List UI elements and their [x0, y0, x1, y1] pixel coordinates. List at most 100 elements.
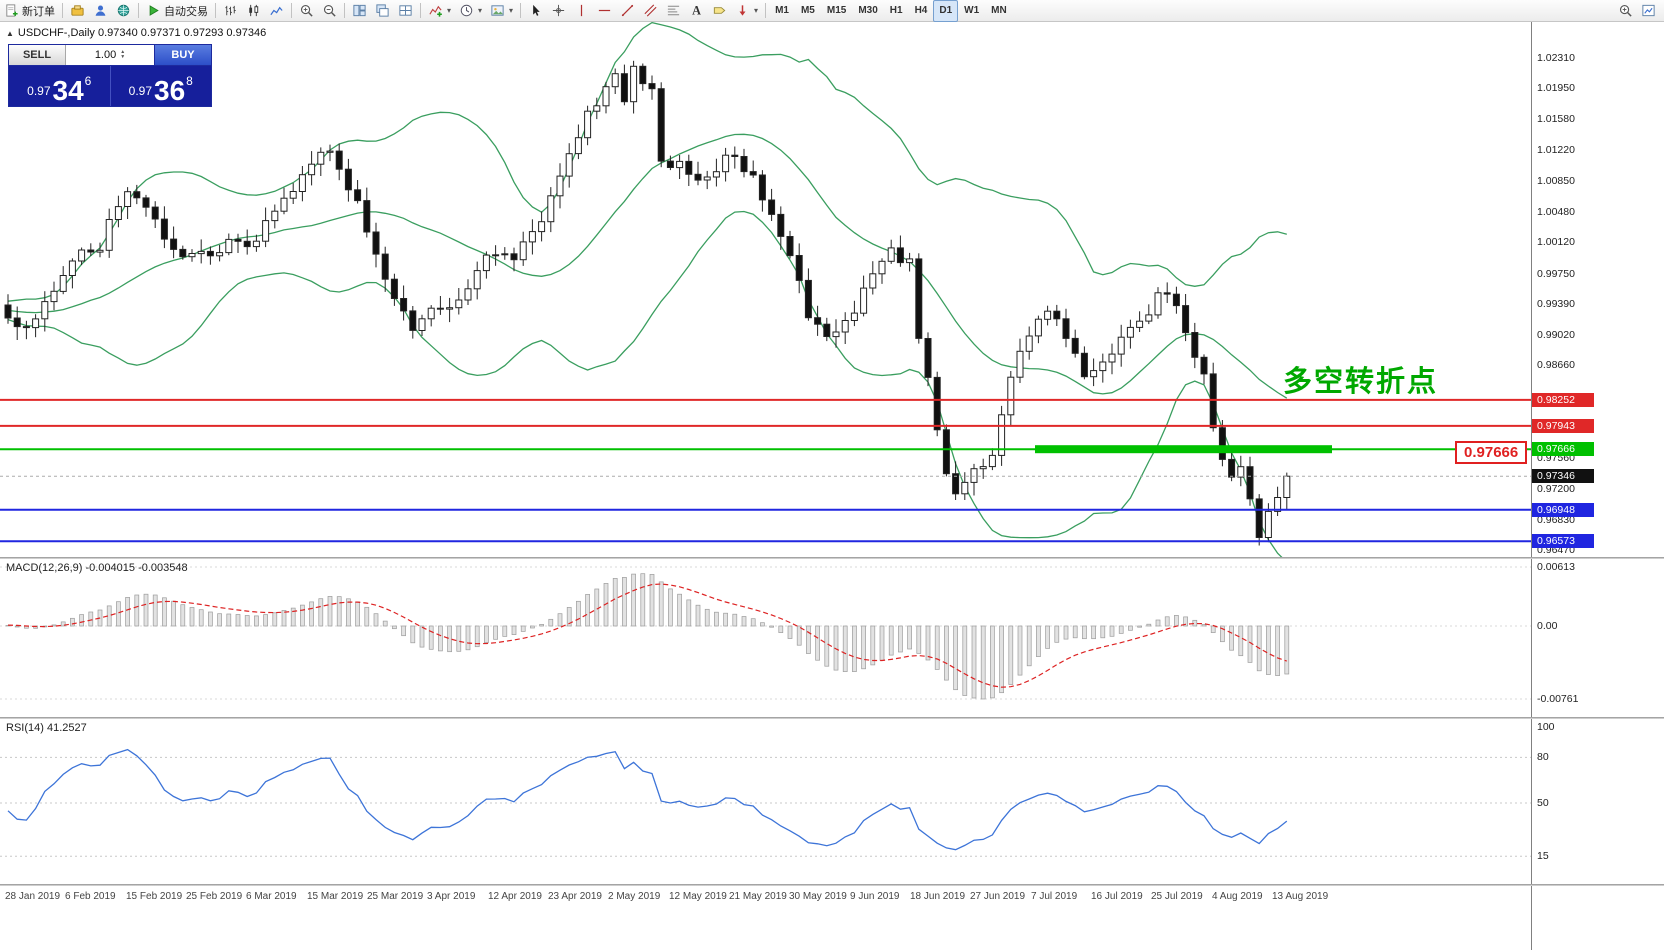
price-level-tag: 0.97666	[1455, 441, 1528, 464]
zoom-in-icon	[299, 3, 314, 18]
templates-button[interactable]: ▾	[486, 0, 517, 22]
horizontal-line-button[interactable]	[593, 0, 616, 22]
sell-price-button[interactable]: 0.97 34 6	[9, 66, 110, 106]
level-price-tag: 0.96573	[1532, 534, 1594, 548]
crosshair-button[interactable]	[547, 0, 570, 22]
dropdown-caret-icon: ▾	[447, 6, 452, 15]
buy-price-main: 36	[154, 75, 186, 107]
date-label: 15 Mar 2019	[307, 891, 364, 902]
main-chart-canvas[interactable]	[0, 22, 1531, 557]
collapse-icon[interactable]: ▲	[6, 28, 14, 38]
rsi-tick-label: 80	[1537, 751, 1549, 763]
svg-text:A: A	[692, 4, 701, 18]
spinner-down-icon[interactable]: ▼	[120, 54, 126, 60]
timeframe-m1-button[interactable]: M1	[769, 0, 795, 22]
timeframe-h4-button[interactable]: H4	[909, 0, 934, 22]
volume-input[interactable]: 1.00 ▲ ▼	[66, 45, 154, 65]
trade-panel-header: SELL 1.00 ▲ ▼ BUY	[9, 45, 211, 66]
date-label: 6 Mar 2019	[246, 891, 297, 902]
arrows-button[interactable]: ▾	[731, 0, 762, 22]
sell-button[interactable]: SELL	[9, 45, 66, 65]
macd-indicator-canvas[interactable]	[0, 559, 1531, 717]
price-tick-label: 1.00850	[1537, 175, 1575, 187]
price-tick-label: 0.99020	[1537, 329, 1575, 341]
label-icon	[712, 3, 727, 18]
label-button[interactable]	[708, 0, 731, 22]
price-tick-label: 0.97200	[1537, 483, 1575, 495]
chart-annotation-text: 多空转折点	[1283, 366, 1439, 398]
ohlc-text: USDCHF-,Daily 0.97340 0.97371 0.97293 0.…	[17, 27, 267, 39]
date-label: 7 Jul 2019	[1031, 891, 1078, 902]
panel-separator[interactable]	[0, 557, 1664, 559]
cursor-button[interactable]	[524, 0, 547, 22]
date-label: 25 Mar 2019	[367, 891, 424, 902]
volume-spinner[interactable]: ▲ ▼	[120, 50, 125, 60]
one-click-trading-panel: SELL 1.00 ▲ ▼ BUY 0.97 34 6 0.97 36 8	[8, 44, 212, 107]
timeframe-m15-button[interactable]: M15	[821, 0, 852, 22]
line-chart-button[interactable]	[265, 0, 288, 22]
date-label: 25 Feb 2019	[186, 891, 243, 902]
candle-icon	[246, 3, 261, 18]
new-order-button[interactable]: 新订单	[0, 0, 59, 22]
search-button[interactable]	[1614, 0, 1637, 22]
indicators-icon	[428, 3, 443, 18]
cascade-windows-button[interactable]	[371, 0, 394, 22]
rsi-indicator-canvas[interactable]	[0, 719, 1531, 884]
fibo-icon	[666, 3, 681, 18]
timeframe-d1-button[interactable]: D1	[933, 0, 959, 22]
timeframe-m30-button[interactable]: M30	[852, 0, 883, 22]
buy-price-button[interactable]: 0.97 36 8	[111, 66, 212, 106]
channel-button[interactable]	[639, 0, 662, 22]
trade-panel-divider	[109, 66, 111, 106]
toolbar-separator	[344, 3, 345, 18]
community-button[interactable]	[112, 0, 135, 22]
bar-chart-button[interactable]	[219, 0, 242, 22]
arrange-windows-button[interactable]	[394, 0, 417, 22]
auto-trading-button[interactable]: 自动交易	[142, 0, 212, 22]
time-axis[interactable]: 28 Jan 2019 6 Feb 2019 15 Feb 2019 25 Feb 2…	[0, 886, 1531, 910]
profile-button[interactable]	[89, 0, 112, 22]
new-chart-icon	[1641, 3, 1656, 18]
trendline-button[interactable]	[616, 0, 639, 22]
dropdown-caret-icon: ▾	[754, 6, 759, 15]
date-label: 12 Apr 2019	[488, 891, 542, 902]
candlestick-chart-button[interactable]	[242, 0, 265, 22]
timeframe-w1-button[interactable]: W1	[958, 0, 985, 22]
panel-separator[interactable]	[0, 884, 1664, 886]
tile-windows-button[interactable]	[348, 0, 371, 22]
panel-separator[interactable]	[0, 717, 1664, 719]
toolbar-separator	[138, 3, 139, 18]
periods-button[interactable]: ▾	[455, 0, 486, 22]
fibonacci-button[interactable]	[662, 0, 685, 22]
buy-button[interactable]: BUY	[154, 45, 211, 65]
rsi-tick-label: 50	[1537, 797, 1549, 809]
date-label: 27 Jun 2019	[970, 891, 1026, 902]
line-chart-icon	[269, 3, 284, 18]
text-button[interactable]: A	[685, 0, 708, 22]
price-tick-label: 1.01950	[1537, 82, 1575, 94]
new-chart-button[interactable]	[1637, 0, 1660, 22]
timeframe-h1-button-label: H1	[889, 5, 903, 16]
zoom-out-button[interactable]	[318, 0, 341, 22]
chart-ohlc-header: ▲ USDCHF-,Daily 0.97340 0.97371 0.97293 …	[6, 27, 266, 39]
timeframe-mn-button[interactable]: MN	[985, 0, 1013, 22]
vertical-line-button[interactable]	[570, 0, 593, 22]
price-tick-label: 1.00480	[1537, 206, 1575, 218]
timeframe-h4-button-label: H4	[914, 5, 928, 16]
price-tick-label: 1.01220	[1537, 144, 1575, 156]
template-icon	[490, 3, 505, 18]
spinner-up-icon[interactable]: ▲	[120, 49, 126, 55]
price-tick-label: 0.99390	[1537, 298, 1575, 310]
timeframe-h1-button[interactable]: H1	[884, 0, 909, 22]
indicators-button[interactable]: ▾	[424, 0, 455, 22]
zoom-in-button[interactable]	[295, 0, 318, 22]
volume-value: 1.00	[94, 49, 117, 61]
date-label: 30 May 2019	[789, 891, 847, 902]
trade-panel-prices: 0.97 34 6 0.97 36 8	[9, 66, 211, 106]
timeframe-m1-button-label: M1	[775, 5, 789, 16]
timeframe-m5-button[interactable]: M5	[795, 0, 821, 22]
symbols-button[interactable]	[66, 0, 89, 22]
chart-window: ▲ USDCHF-,Daily 0.97340 0.97371 0.97293 …	[0, 22, 1664, 950]
price-axis[interactable]: 1.02310 1.01950 1.01580 1.01220 1.00850 1.004…	[1531, 22, 1664, 950]
